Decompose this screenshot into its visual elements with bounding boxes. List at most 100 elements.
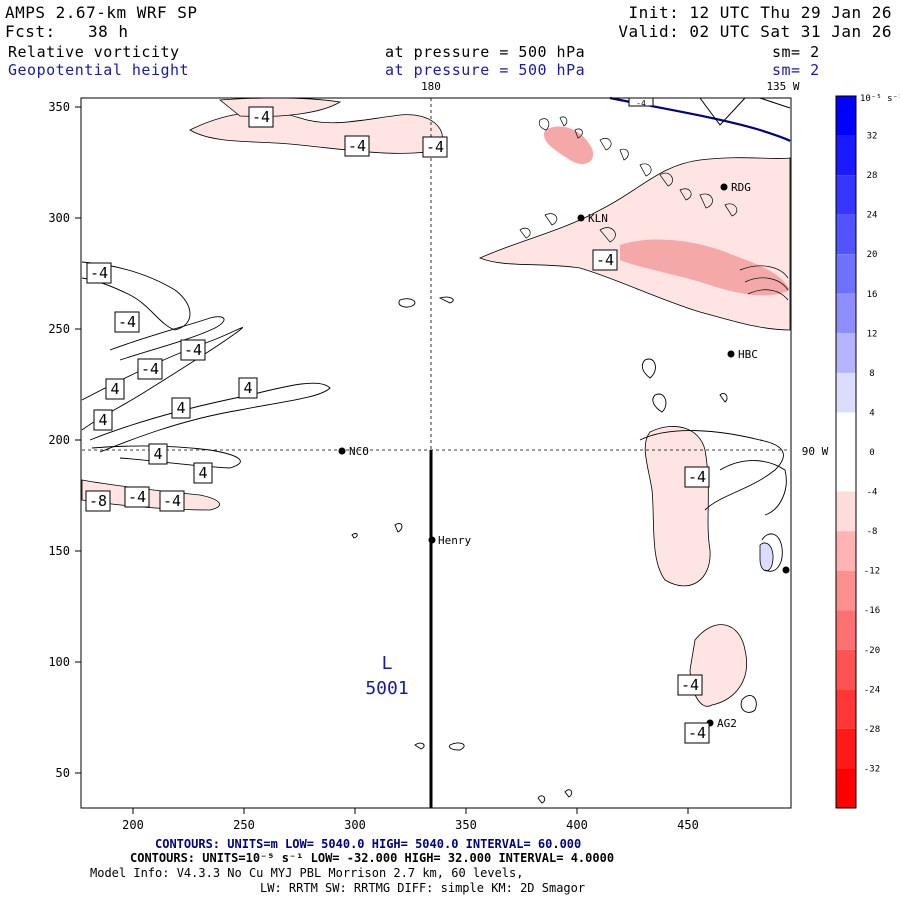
field1-level: at pressure = 500 hPa (385, 43, 586, 61)
y-tick-350: 350 (48, 100, 70, 114)
station-label-henry: Henry (438, 534, 471, 547)
colorbar-swatch (836, 728, 856, 769)
colorbar-labels: 32 28 24 20 16 12 8 4 0 -4 -8 -12 -16 -20 -24 -28 -32 (864, 132, 880, 775)
svg-text:4: 4 (110, 380, 119, 398)
ridge-line (699, 97, 746, 126)
valid-time: Valid: 02 UTC Sat 31 Jan 26 (618, 22, 892, 41)
dark-region-rdg (620, 239, 790, 296)
colorbar-swatch (836, 768, 856, 808)
svg-text:-8: -8 (89, 492, 107, 510)
shaded-region-south (689, 624, 747, 707)
colorbar-level-label: -24 (864, 685, 880, 695)
shaded-region-north-band (189, 111, 443, 154)
colorbar-swatch (836, 214, 856, 255)
colorbar-level-label: 32 (867, 132, 878, 142)
colorbar-swatch (836, 689, 856, 729)
colorbar-frame (835, 95, 857, 809)
contour-label: 4 (193, 462, 213, 484)
complex-contours (519, 116, 789, 301)
contour-label: -4 (684, 722, 710, 744)
colorbar-level-label: -12 (864, 567, 880, 577)
contour-label: -4 (422, 136, 448, 158)
colorbar-swatch (836, 649, 856, 690)
contour-label: -4 (180, 339, 206, 361)
colorbar-swatch (836, 531, 856, 571)
contour-label: -4 (124, 486, 150, 508)
svg-text:-4: -4 (636, 99, 646, 108)
init-time: Init: 12 UTC Thu 29 Jan 26 (628, 3, 892, 22)
y-tick-50: 50 (56, 766, 70, 780)
colorbar-level-label: 8 (869, 369, 874, 379)
svg-text:-4: -4 (688, 724, 706, 742)
contour-label: -4 (677, 674, 703, 696)
contour-label: -4 (114, 311, 140, 333)
lon-label-180: 180 (421, 80, 441, 93)
colorbar-swatch (836, 610, 856, 650)
station-dot-east (782, 566, 790, 574)
svg-text:-4: -4 (426, 138, 444, 156)
y-tick-150: 150 (48, 544, 70, 558)
shaded-region-top-left (218, 97, 342, 117)
colorbar-swatch (836, 491, 856, 532)
contour-label: -4 (137, 358, 163, 380)
contour-label: 4 (105, 378, 125, 400)
svg-text:-4: -4 (688, 468, 706, 486)
contour-label: -4 (684, 466, 710, 488)
y-axis-ticks (75, 106, 81, 774)
contour-label: -4 (628, 97, 654, 108)
station-label-hbc: HBC (738, 348, 758, 361)
dark-region-kln (544, 126, 594, 165)
height-contour-info: CONTOURS: UNITS=m LOW= 5040.0 HIGH= 5040… (155, 837, 582, 851)
colorbar-level-label: 0 (869, 448, 874, 458)
contour-label: -4 (248, 106, 274, 128)
contour-label: 4 (148, 443, 168, 465)
colorbar-level-label: 20 (867, 250, 878, 260)
station-dot-kln (577, 214, 585, 222)
colorbar-swatch (836, 293, 856, 334)
blue-shading (759, 542, 774, 572)
svg-text:-4: -4 (184, 341, 202, 359)
station-label-rdg: RDG (731, 181, 751, 194)
contour-label: 4 (238, 377, 258, 399)
colorbar-swatch (836, 175, 856, 215)
contour-label: 4 (171, 397, 191, 419)
contour-label: 4 (93, 409, 113, 431)
contour-label: -8 (85, 490, 111, 512)
svg-text:-4: -4 (252, 108, 270, 126)
svg-text:4: 4 (243, 379, 252, 397)
colorbar-level-label: -32 (864, 764, 880, 774)
colorbar-level-label: -8 (867, 527, 878, 537)
svg-text:4: 4 (98, 411, 107, 429)
model-info: Model Info: V4.3.3 No Cu MYJ PBL Morriso… (90, 866, 524, 880)
colorbar-swatch (836, 96, 856, 136)
station-label-ag2: AG2 (717, 717, 737, 730)
x-axis-ticks (132, 808, 689, 814)
colorbar-swatch (836, 452, 856, 492)
colorbar-swatch (836, 412, 856, 452)
colorbar-swatch (836, 372, 856, 413)
svg-text:-4: -4 (118, 313, 136, 331)
x-axis-labels: 200 250 300 350 400 450 (122, 818, 699, 832)
colorbar-unit: 10⁻⁵ s⁻¹ (860, 94, 900, 104)
svg-text:-4: -4 (141, 360, 159, 378)
y-tick-250: 250 (48, 322, 70, 336)
svg-text:4: 4 (153, 445, 162, 463)
x-tick-450: 450 (677, 818, 699, 832)
field1-name: Relative vorticity (8, 43, 180, 61)
low-center-letter: L (382, 653, 393, 674)
colorbar-level-label: -4 (867, 488, 878, 498)
contour-value-labels: -4 -4 -4 -4 -4 -4 -4 -4 4 4 4 4 4 4 -4 -… (85, 97, 710, 744)
colorbar-swatch (836, 333, 856, 373)
station-dot-henry (428, 536, 436, 544)
lon-label-90w: 90 W (802, 445, 829, 458)
field2-smoothing: sm= 2 (772, 61, 820, 79)
field2-level: at pressure = 500 hPa (385, 61, 586, 79)
station-dot-nco (338, 447, 346, 455)
colorbar (835, 95, 857, 809)
vorticity-contour-info: CONTOURS: UNITS=10⁻⁵ s⁻¹ LOW= -32.000 HI… (130, 851, 615, 865)
svg-text:-4: -4 (681, 676, 699, 694)
x-tick-250: 250 (233, 818, 255, 832)
y-tick-200: 200 (48, 433, 70, 447)
x-tick-200: 200 (122, 818, 144, 832)
